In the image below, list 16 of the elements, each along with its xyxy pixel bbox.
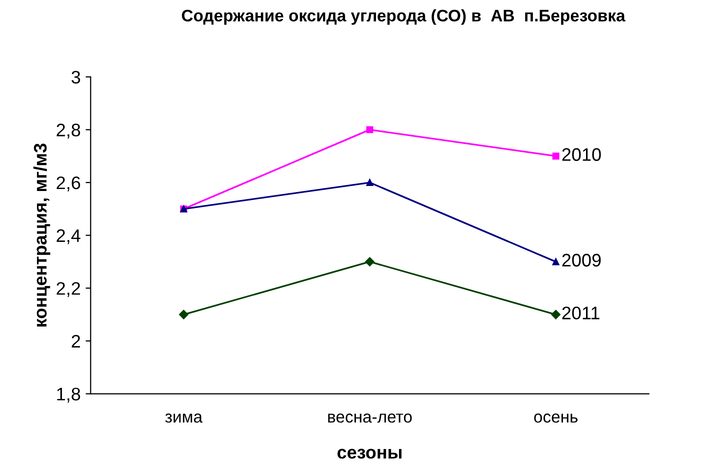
x-axis-title: сезоны: [337, 448, 402, 459]
series-label: 2011: [562, 306, 600, 320]
series-label: 2010: [562, 148, 601, 161]
y-axis-title: концентрация, мг/м3: [33, 144, 50, 326]
chart-title: Содержание оксида углерода (СО) в АВ п.Березовка: [182, 9, 626, 25]
x-tick-label: осень: [534, 414, 578, 423]
y-tick-label: 2,2: [56, 282, 80, 297]
x-tick-label: зима: [165, 414, 203, 423]
y-tick-label: 2: [72, 334, 80, 348]
y-tick-label: 2,6: [56, 176, 80, 192]
y-tick-label: 2,8: [56, 124, 80, 139]
x-tick-label: весна-лето: [328, 414, 412, 423]
series-label: 2009: [562, 254, 601, 267]
y-tick-label: 2,4: [56, 229, 80, 244]
y-tick-label: 3: [72, 70, 80, 84]
y-tick-label: 1,8: [57, 388, 80, 403]
